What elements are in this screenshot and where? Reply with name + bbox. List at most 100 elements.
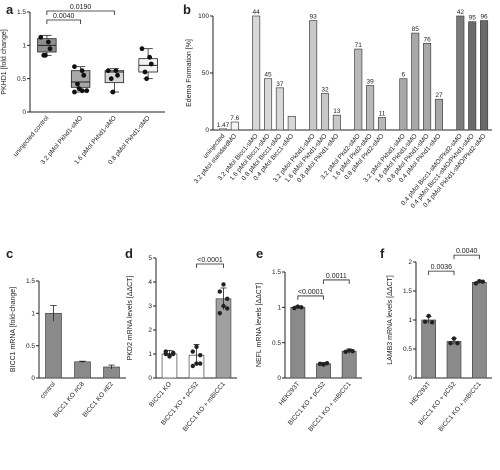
y-tick-label: 3: [148, 303, 152, 310]
panel-letter-f: f: [380, 246, 385, 261]
y-tick-label: 0: [148, 375, 152, 382]
data-point: [217, 311, 222, 316]
bar: [446, 341, 462, 379]
data-point: [317, 361, 323, 367]
bar: [264, 78, 273, 131]
y-tick-label: 0: [408, 375, 412, 382]
data-point: [190, 363, 195, 369]
bar: [366, 85, 375, 131]
bar-value-label: 42: [457, 9, 465, 16]
x-category-label: HEK293T: [278, 381, 301, 407]
bar: [74, 361, 91, 379]
bar-value-label: 93: [310, 14, 318, 21]
data-point: [292, 305, 297, 311]
y-tick-label: 4: [148, 279, 152, 286]
bar: [423, 43, 432, 131]
panel-letter-c: c: [6, 246, 13, 261]
data-point: [221, 303, 226, 309]
data-point: [75, 81, 80, 87]
x-category-label: BICC1 KO #E2: [82, 380, 116, 418]
y-tick-label: 0.5: [26, 343, 35, 350]
y-tick-label: 0.5: [403, 346, 412, 353]
data-point: [448, 341, 453, 346]
data-point: [110, 89, 116, 95]
data-point: [225, 296, 230, 301]
data-point: [343, 349, 348, 355]
y-axis-label: PKD2 mRNA levels [ΔΔCT]: [127, 276, 134, 361]
bar: [275, 87, 284, 131]
y-tick-label: 2: [148, 327, 152, 334]
data-point: [163, 349, 168, 354]
y-axis-label: PKHD1 [fold change]: [1, 29, 8, 94]
data-point: [108, 76, 114, 82]
significance-bracket: [196, 263, 224, 268]
y-axis-label: NEFL mRNA levels [ΔΔCT]: [256, 283, 263, 367]
y-tick-label: 0.5: [272, 340, 281, 347]
y-tick-label: 100: [198, 13, 209, 20]
panel-letter-b: b: [183, 2, 191, 17]
y-tick-label: 0: [22, 109, 26, 116]
data-point: [221, 282, 226, 287]
data-point: [194, 344, 199, 349]
p-value-label: <0.0001: [298, 289, 324, 296]
bar: [480, 20, 489, 131]
data-point: [167, 354, 172, 359]
y-axis-label: Edema Formation [%]: [186, 39, 193, 107]
data-point: [198, 353, 203, 358]
bar: [341, 350, 357, 379]
data-point: [473, 281, 479, 286]
significance-bracket: [46, 19, 82, 24]
data-point: [84, 88, 90, 94]
y-tick-label: 1: [408, 317, 412, 324]
data-point: [324, 360, 330, 366]
bar: [309, 20, 318, 131]
data-point: [225, 306, 230, 311]
data-point: [426, 313, 431, 319]
y-tick-label: 0: [205, 127, 209, 134]
data-point: [72, 64, 77, 70]
data-point: [79, 68, 85, 74]
y-tick-label: 1: [31, 311, 35, 318]
data-point: [105, 68, 111, 74]
bar-value-label: 7.6: [230, 115, 239, 122]
y-tick-label: 1.5: [403, 288, 412, 295]
significance-bracket: [297, 295, 324, 300]
p-value-label: <0.0001: [197, 257, 223, 264]
x-category-label: uninjected control: [12, 114, 50, 158]
bar-value-label: 32: [321, 87, 329, 94]
panel-letter-a: a: [6, 2, 14, 17]
y-tick-label: 1: [277, 305, 281, 312]
y-tick-label: 2: [408, 259, 412, 266]
bar: [421, 319, 436, 379]
data-point: [47, 46, 53, 52]
data-point: [295, 304, 301, 309]
bar-value-label: 45: [264, 72, 272, 79]
y-tick-label: 0.5: [17, 76, 26, 83]
data-point: [79, 88, 85, 94]
bar-value-label: 96: [480, 14, 488, 21]
bar: [215, 298, 232, 379]
bar: [468, 21, 477, 131]
panel-letter-e: e: [256, 246, 263, 261]
y-tick-label: 0: [31, 375, 35, 382]
bar-value-label: 11: [379, 110, 386, 117]
data-point: [72, 89, 77, 95]
box-body: [70, 70, 91, 88]
y-tick-label: 1: [148, 351, 152, 358]
data-point: [148, 61, 154, 67]
y-tick-label: 1.5: [26, 278, 35, 285]
data-point: [350, 348, 355, 354]
significance-bracket: [453, 254, 480, 260]
data-point: [142, 69, 148, 75]
bar-value-label: 85: [412, 26, 420, 33]
data-point: [321, 362, 326, 367]
data-point: [480, 279, 486, 284]
p-value-label: 0.0040: [456, 248, 478, 255]
data-point: [38, 34, 44, 40]
data-point: [346, 348, 352, 353]
bar: [290, 306, 306, 379]
panel-f: f 0 0.5 1 1.5 2 LAMB3 mRNA levels [ΔΔCT] HEK293…: [380, 246, 492, 433]
